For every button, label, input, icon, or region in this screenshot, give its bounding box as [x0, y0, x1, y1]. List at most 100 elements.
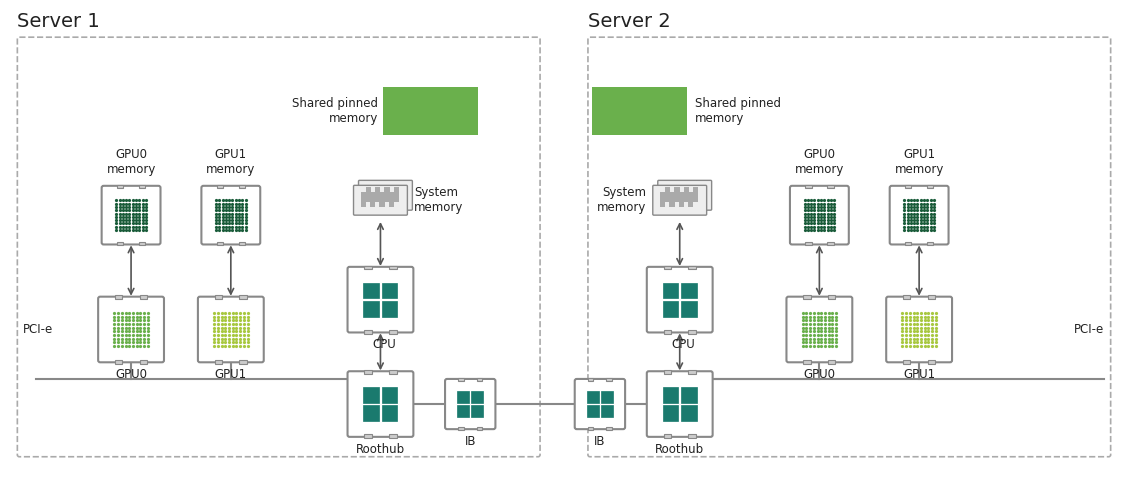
FancyBboxPatch shape	[588, 37, 1111, 457]
FancyBboxPatch shape	[116, 185, 123, 188]
FancyBboxPatch shape	[360, 192, 366, 207]
FancyBboxPatch shape	[663, 434, 671, 438]
Text: GPU1: GPU1	[215, 368, 246, 381]
FancyBboxPatch shape	[607, 378, 612, 381]
FancyBboxPatch shape	[364, 406, 379, 421]
FancyBboxPatch shape	[797, 193, 842, 238]
FancyBboxPatch shape	[662, 283, 678, 298]
FancyBboxPatch shape	[681, 283, 697, 298]
FancyBboxPatch shape	[380, 192, 384, 207]
FancyBboxPatch shape	[805, 185, 811, 188]
FancyBboxPatch shape	[458, 427, 463, 430]
FancyBboxPatch shape	[693, 187, 698, 202]
FancyBboxPatch shape	[389, 265, 397, 269]
FancyBboxPatch shape	[575, 379, 625, 429]
FancyBboxPatch shape	[240, 295, 246, 299]
FancyBboxPatch shape	[927, 185, 933, 188]
FancyBboxPatch shape	[364, 265, 372, 269]
FancyBboxPatch shape	[681, 406, 697, 421]
FancyBboxPatch shape	[662, 406, 678, 421]
FancyBboxPatch shape	[389, 370, 397, 373]
FancyBboxPatch shape	[827, 242, 834, 245]
FancyBboxPatch shape	[646, 371, 713, 437]
FancyBboxPatch shape	[364, 283, 379, 298]
FancyBboxPatch shape	[928, 295, 936, 299]
FancyBboxPatch shape	[663, 370, 671, 373]
FancyBboxPatch shape	[98, 297, 164, 362]
FancyBboxPatch shape	[663, 265, 671, 269]
FancyBboxPatch shape	[607, 427, 612, 430]
Text: IB: IB	[594, 435, 606, 448]
FancyBboxPatch shape	[658, 180, 712, 210]
Text: IB: IB	[464, 435, 476, 448]
FancyBboxPatch shape	[364, 330, 372, 334]
FancyBboxPatch shape	[364, 434, 372, 438]
FancyBboxPatch shape	[458, 378, 463, 381]
FancyBboxPatch shape	[17, 37, 540, 457]
Text: Roothub: Roothub	[356, 443, 405, 456]
FancyBboxPatch shape	[382, 301, 398, 317]
FancyBboxPatch shape	[889, 186, 948, 244]
FancyBboxPatch shape	[375, 187, 381, 202]
Text: CPU: CPU	[373, 338, 397, 351]
FancyBboxPatch shape	[477, 427, 483, 430]
FancyBboxPatch shape	[662, 301, 678, 317]
FancyBboxPatch shape	[384, 187, 390, 202]
FancyBboxPatch shape	[458, 391, 469, 403]
FancyBboxPatch shape	[366, 187, 371, 202]
FancyBboxPatch shape	[364, 370, 372, 373]
FancyBboxPatch shape	[905, 242, 912, 245]
FancyBboxPatch shape	[663, 330, 671, 334]
FancyBboxPatch shape	[471, 405, 483, 417]
Text: Shared pinned
memory: Shared pinned memory	[695, 97, 781, 125]
FancyBboxPatch shape	[201, 186, 260, 244]
Text: Server 2: Server 2	[588, 12, 671, 31]
FancyBboxPatch shape	[662, 387, 678, 403]
FancyBboxPatch shape	[371, 192, 375, 207]
FancyBboxPatch shape	[198, 297, 263, 362]
FancyBboxPatch shape	[653, 185, 706, 215]
FancyBboxPatch shape	[238, 185, 245, 188]
Text: Server 1: Server 1	[17, 12, 101, 31]
FancyBboxPatch shape	[140, 360, 147, 364]
FancyBboxPatch shape	[601, 391, 612, 403]
FancyBboxPatch shape	[217, 185, 223, 188]
FancyBboxPatch shape	[588, 405, 599, 417]
FancyBboxPatch shape	[348, 267, 414, 333]
FancyBboxPatch shape	[681, 301, 697, 317]
FancyBboxPatch shape	[102, 186, 160, 244]
FancyBboxPatch shape	[688, 265, 696, 269]
FancyBboxPatch shape	[471, 391, 483, 403]
FancyBboxPatch shape	[786, 297, 852, 362]
FancyBboxPatch shape	[827, 185, 834, 188]
FancyBboxPatch shape	[679, 192, 684, 207]
Text: Shared pinned
memory: Shared pinned memory	[292, 97, 377, 125]
FancyBboxPatch shape	[588, 427, 593, 430]
FancyBboxPatch shape	[139, 185, 146, 188]
Text: GPU0
memory: GPU0 memory	[794, 148, 844, 176]
Text: GPU1: GPU1	[903, 368, 936, 381]
FancyBboxPatch shape	[660, 192, 666, 207]
FancyBboxPatch shape	[684, 187, 689, 202]
FancyBboxPatch shape	[382, 283, 398, 298]
FancyBboxPatch shape	[140, 295, 147, 299]
FancyBboxPatch shape	[828, 295, 835, 299]
FancyBboxPatch shape	[646, 267, 713, 333]
FancyBboxPatch shape	[215, 295, 223, 299]
FancyBboxPatch shape	[688, 192, 693, 207]
FancyBboxPatch shape	[477, 378, 483, 381]
FancyBboxPatch shape	[139, 242, 146, 245]
FancyBboxPatch shape	[803, 360, 810, 364]
FancyBboxPatch shape	[828, 360, 835, 364]
Text: System
memory: System memory	[597, 186, 646, 214]
FancyBboxPatch shape	[364, 301, 379, 317]
FancyBboxPatch shape	[240, 360, 246, 364]
FancyBboxPatch shape	[445, 379, 495, 429]
FancyBboxPatch shape	[790, 186, 849, 244]
Text: GPU0
memory: GPU0 memory	[106, 148, 156, 176]
FancyBboxPatch shape	[903, 295, 911, 299]
FancyBboxPatch shape	[886, 297, 953, 362]
Text: Roothub: Roothub	[655, 443, 704, 456]
FancyBboxPatch shape	[217, 242, 223, 245]
Text: CPU: CPU	[672, 338, 696, 351]
